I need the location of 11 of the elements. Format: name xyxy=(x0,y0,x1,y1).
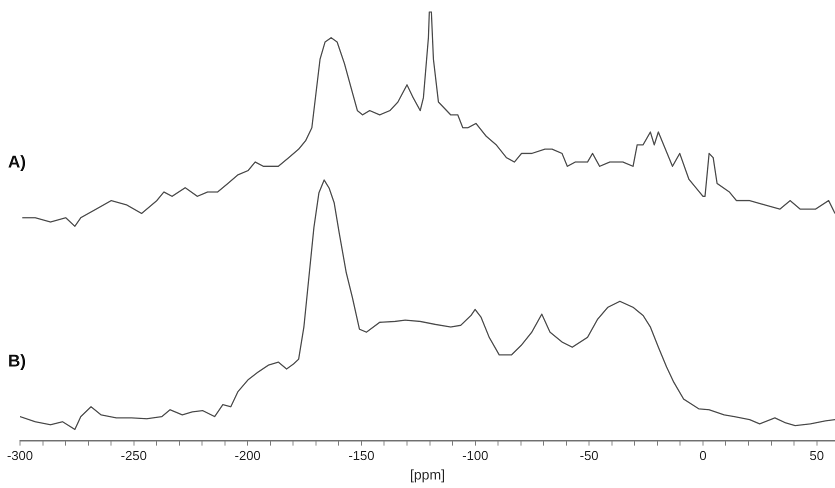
x-tick-label: -250 xyxy=(120,448,147,463)
x-tick-label: 50 xyxy=(810,448,824,463)
text: A) xyxy=(8,152,26,172)
text: B) xyxy=(8,351,26,370)
x-tick-label: -300 xyxy=(6,448,34,463)
x-tick-label: -50 xyxy=(580,448,599,463)
x-tick-label: -200 xyxy=(234,448,261,463)
x-tick-label: -100 xyxy=(462,448,488,463)
x-tick-label: -150 xyxy=(348,448,374,463)
x-tick-label: 0 xyxy=(699,448,707,463)
x-axis-title: [ppm] xyxy=(410,466,446,482)
